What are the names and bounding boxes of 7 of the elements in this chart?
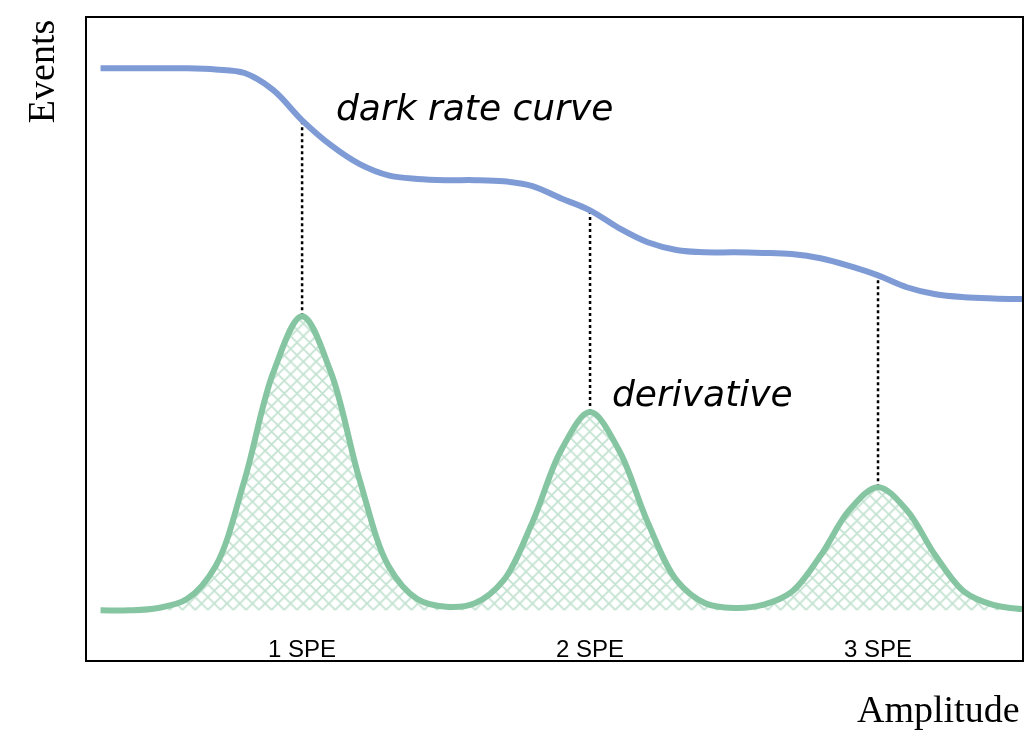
series-label: dark rate curve	[336, 87, 614, 128]
y-axis-title: Events	[20, 19, 63, 124]
x-tick-label: 3 SPE	[844, 635, 913, 663]
x-tick-label: 1 SPE	[268, 635, 337, 663]
x-axis-title: Amplitude	[857, 688, 1020, 730]
x-tick-label: 2 SPE	[556, 635, 625, 663]
series-label: derivative	[612, 373, 793, 414]
